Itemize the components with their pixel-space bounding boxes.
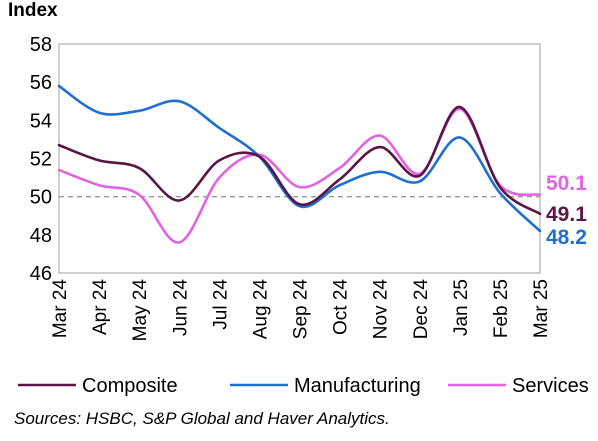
series-line-manufacturing <box>57 84 542 233</box>
x-tick-label: Apr 24 <box>90 279 111 335</box>
series-line-services <box>57 107 542 244</box>
y-tick-label: 54 <box>30 110 52 132</box>
x-tick-label: Oct 24 <box>331 279 352 335</box>
plot-frame <box>58 43 541 274</box>
x-tick-label: Jan 25 <box>451 279 472 336</box>
legend-label-composite: Composite <box>82 375 178 397</box>
x-tick-label: May 24 <box>130 279 151 342</box>
x-tick-label: Dec 24 <box>411 279 432 340</box>
y-tick-label: 48 <box>30 225 52 247</box>
x-tick-label: Mar 25 <box>531 279 552 338</box>
y-tick-label: 50 <box>30 187 52 209</box>
x-tick-label: Nov 24 <box>371 279 392 340</box>
x-tick-label: Aug 24 <box>250 279 271 340</box>
x-tick-label: Jun 24 <box>170 279 191 336</box>
end-label-services: 50.1 <box>546 172 587 195</box>
y-tick-label: 56 <box>30 72 52 94</box>
end-label-composite: 49.1 <box>546 203 587 226</box>
y-tick-label: 46 <box>30 263 52 285</box>
y-tick-label: 52 <box>30 149 52 171</box>
x-tick-label: Jul 24 <box>210 279 231 330</box>
end-label-manufacturing: 48.2 <box>546 226 587 249</box>
x-tick-label: Feb 25 <box>491 279 512 338</box>
x-tick-label: Sep 24 <box>291 279 312 340</box>
source-note: Sources: HSBC, S&P Global and Haver Anal… <box>14 409 390 428</box>
y-axis-title: Index <box>8 0 58 21</box>
x-tick-label: Mar 24 <box>50 279 71 339</box>
series-line-composite <box>57 105 542 216</box>
y-tick-label: 58 <box>30 34 52 56</box>
legend-label-services: Services <box>512 375 589 397</box>
legend-label-manufacturing: Manufacturing <box>294 375 421 397</box>
